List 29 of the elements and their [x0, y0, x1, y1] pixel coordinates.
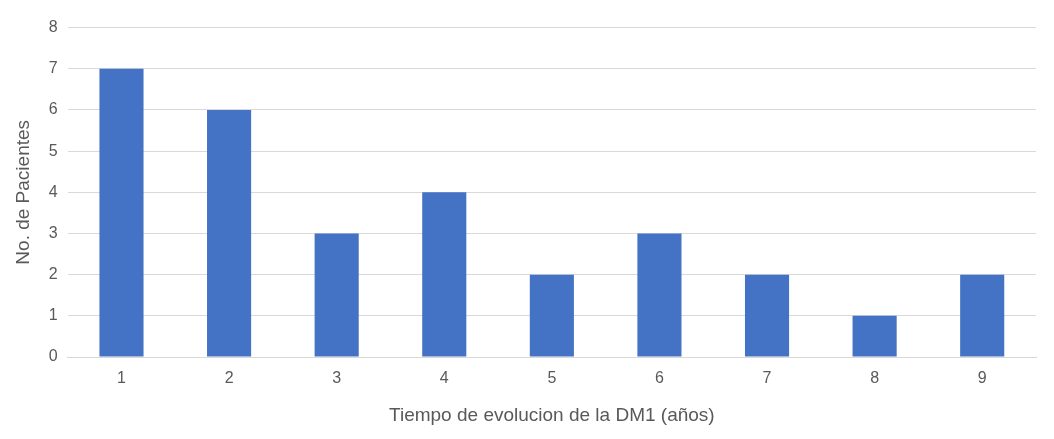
x-tick-label: 2 [224, 369, 234, 387]
x-tick-label: 8 [870, 369, 880, 387]
y-tick-label: 2 [48, 265, 58, 283]
x-tick-label: 9 [977, 369, 987, 387]
y-tick-label: 6 [48, 100, 58, 118]
x-tick-label: 5 [547, 369, 557, 387]
bar [960, 274, 1005, 357]
y-tick-label: 1 [48, 306, 58, 324]
y-axis-title: No. de Pacientes [11, 119, 33, 265]
bar [529, 274, 574, 357]
bar [637, 233, 682, 357]
x-tick-label: 6 [654, 369, 664, 387]
x-tick-label: 7 [762, 369, 772, 387]
x-axis-title: Tiempo de evolucion de la DM1 (años) [389, 403, 715, 425]
bar [207, 109, 252, 357]
bar [314, 233, 359, 357]
bar [99, 68, 144, 357]
bar [852, 315, 897, 357]
y-tick-label: 7 [48, 59, 58, 77]
x-tick-label: 1 [117, 369, 127, 387]
y-tick-label: 5 [48, 141, 58, 159]
y-tick-label: 4 [48, 182, 58, 200]
bar [744, 274, 790, 357]
y-tick-label: 3 [48, 223, 58, 241]
x-tick-label: 3 [332, 369, 342, 387]
y-tick-label: 0 [48, 347, 58, 365]
bar [422, 192, 467, 357]
x-tick-label: 4 [439, 369, 449, 387]
y-tick-label: 8 [48, 18, 58, 36]
